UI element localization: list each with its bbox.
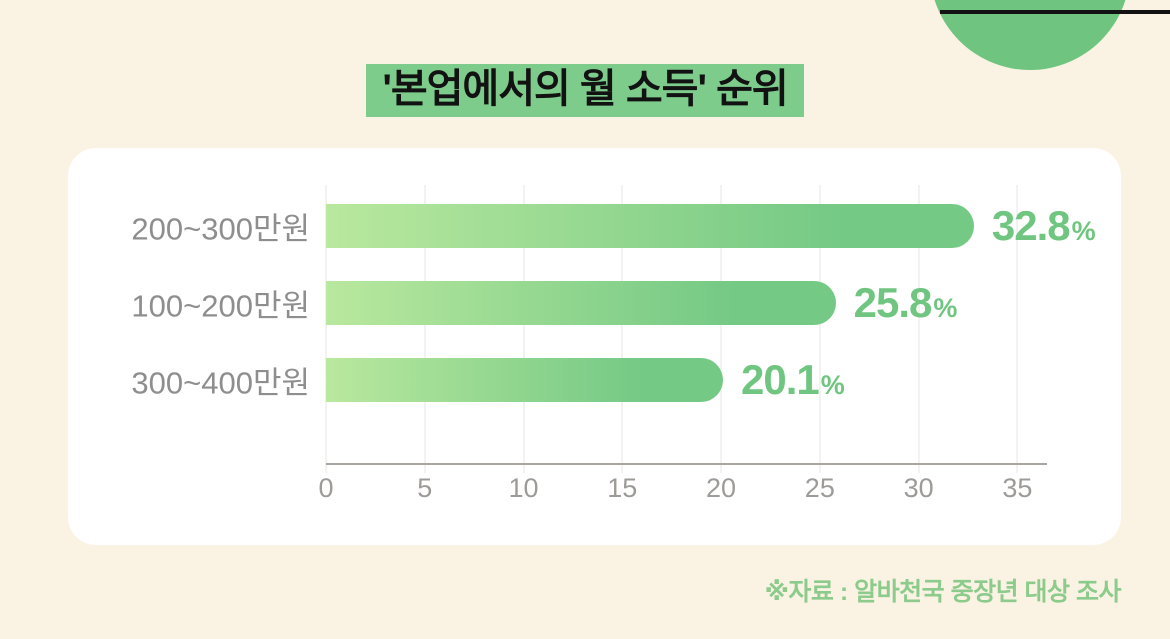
gridline bbox=[621, 185, 623, 473]
x-tick-label: 10 bbox=[508, 473, 539, 503]
gridline bbox=[523, 185, 525, 473]
gridline bbox=[1016, 185, 1018, 473]
source-note: ※자료 : 알바천국 중장년 대상 조사 bbox=[764, 578, 1122, 606]
x-tick-label: 20 bbox=[706, 473, 737, 503]
value-label: 25.8% bbox=[853, 279, 958, 327]
x-tick-label: 0 bbox=[318, 473, 334, 503]
gridline bbox=[424, 185, 426, 473]
value-number: 32.8 bbox=[991, 202, 1071, 249]
category-label: 200~300만원 bbox=[131, 211, 310, 247]
x-tick-label: 15 bbox=[607, 473, 638, 503]
bar bbox=[326, 358, 724, 402]
category-label: 100~200만원 bbox=[131, 288, 310, 324]
x-tick-label: 25 bbox=[804, 473, 835, 503]
gridline bbox=[325, 185, 327, 473]
bar-row: 200~300만원 32.8% bbox=[131, 202, 1095, 249]
bar-chart: 200~300만원 32.8% 100~200만원 25.8% 300~400만원 20.… bbox=[131, 185, 1096, 503]
page-title: '본업에서의 월 소득' 순위 bbox=[366, 64, 804, 117]
category-label: 300~400만원 bbox=[131, 365, 310, 401]
x-tick-label: 30 bbox=[903, 473, 934, 503]
percent-sign: % bbox=[933, 293, 957, 323]
value-label: 32.8% bbox=[991, 202, 1096, 250]
value-label: 20.1% bbox=[741, 356, 845, 404]
percent-sign: % bbox=[820, 370, 845, 400]
value-number: 25.8 bbox=[853, 279, 933, 326]
bar bbox=[326, 281, 836, 325]
value-number: 20.1 bbox=[741, 356, 820, 403]
bar-row: 100~200만원 25.8% bbox=[131, 279, 1047, 327]
percent-sign: % bbox=[1071, 216, 1096, 246]
chart-card: 200~300만원 32.8% 100~200만원 25.8% 300~400만원 20.… bbox=[68, 148, 1121, 545]
gridline bbox=[720, 185, 722, 473]
x-axis-line bbox=[326, 463, 1047, 465]
gridline bbox=[819, 185, 821, 473]
x-tick-label: 5 bbox=[417, 473, 433, 503]
x-tick-label: 35 bbox=[1002, 473, 1033, 503]
title-row: '본업에서의 월 소득' 순위 bbox=[0, 64, 1170, 117]
gridline bbox=[918, 185, 920, 473]
top-right-line-decoration bbox=[940, 10, 1170, 14]
bar-row: 300~400만원 20.1% bbox=[131, 356, 1047, 404]
bar bbox=[326, 204, 974, 248]
